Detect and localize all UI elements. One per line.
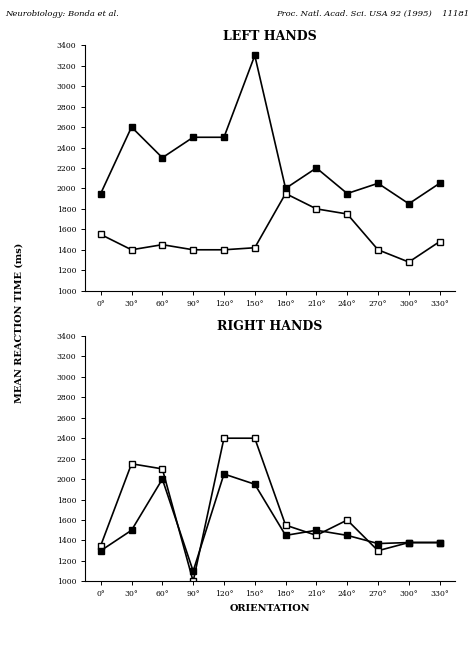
Text: Proc. Natl. Acad. Sci. USA 92 (1995)    11181: Proc. Natl. Acad. Sci. USA 92 (1995) 111… <box>276 10 469 17</box>
Text: Neurobiology: Bonda et al.: Neurobiology: Bonda et al. <box>5 10 118 17</box>
Text: MEAN REACTION TIME (ms): MEAN REACTION TIME (ms) <box>15 243 23 403</box>
Title: RIGHT HANDS: RIGHT HANDS <box>218 320 323 333</box>
X-axis label: ORIENTATION: ORIENTATION <box>230 604 310 613</box>
Title: LEFT HANDS: LEFT HANDS <box>223 30 317 43</box>
